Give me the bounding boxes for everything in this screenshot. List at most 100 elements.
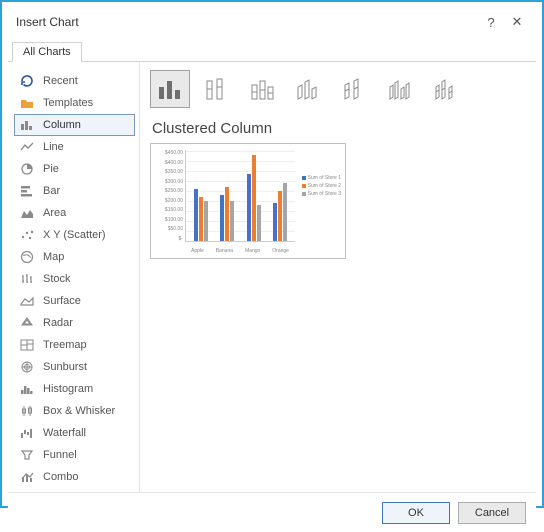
subtype-icon: [293, 75, 323, 103]
sidebar-item-combo[interactable]: Combo: [14, 466, 135, 488]
sidebar-item-label: Bar: [43, 185, 60, 197]
close-button[interactable]: ✕: [504, 14, 530, 30]
subtype-1[interactable]: [196, 70, 236, 108]
chart-preview[interactable]: $450.00$400.00$350.00$300.00$250.00$200.…: [150, 143, 346, 259]
sidebar-item-treemap[interactable]: Treemap: [14, 334, 135, 356]
ytick-label: $450.00: [155, 150, 183, 156]
subtype-icon: [385, 75, 415, 103]
sidebar-item-map[interactable]: Map: [14, 246, 135, 268]
help-button[interactable]: ?: [478, 15, 504, 30]
ytick-label: $250.00: [155, 188, 183, 194]
tab-all-charts[interactable]: All Charts: [12, 42, 82, 62]
sidebar-item-templates[interactable]: Templates: [14, 92, 135, 114]
bar: [252, 155, 256, 241]
bar: [257, 205, 261, 241]
sidebar-item-stock[interactable]: Stock: [14, 268, 135, 290]
area-icon: [19, 205, 35, 221]
funnel-icon: [19, 447, 35, 463]
sidebar-item-label: Surface: [43, 295, 81, 307]
sidebar-item-area[interactable]: Area: [14, 202, 135, 224]
sidebar-item-boxwhisker[interactable]: Box & Whisker: [14, 400, 135, 422]
sidebar-item-sunburst[interactable]: Sunburst: [14, 356, 135, 378]
subtype-icon: [247, 75, 277, 103]
subtype-4[interactable]: [334, 70, 374, 108]
sidebar-item-xy[interactable]: X Y (Scatter): [14, 224, 135, 246]
bar: [199, 197, 203, 241]
bar: [278, 191, 282, 241]
bar: [225, 187, 229, 241]
cancel-button[interactable]: Cancel: [458, 502, 526, 524]
sidebar-item-pie[interactable]: Pie: [14, 158, 135, 180]
subtype-6[interactable]: [426, 70, 466, 108]
sidebar-item-label: Box & Whisker: [43, 405, 115, 417]
ytick-label: $150.00: [155, 207, 183, 213]
column-icon: [19, 117, 35, 133]
bar: [230, 201, 234, 241]
sidebar-item-label: X Y (Scatter): [43, 229, 106, 241]
dialog-frame: Insert Chart ? ✕ All Charts RecentTempla…: [0, 0, 544, 508]
sidebar-item-funnel[interactable]: Funnel: [14, 444, 135, 466]
preview-yaxis: $450.00$400.00$350.00$300.00$250.00$200.…: [155, 150, 183, 242]
sidebar-item-label: Line: [43, 141, 64, 153]
sidebar-item-label: Column: [43, 119, 81, 131]
subtype-2[interactable]: [242, 70, 282, 108]
sidebar-item-label: Pie: [43, 163, 59, 175]
preview-xaxis: AppleBananaMangoOrange: [185, 248, 295, 254]
treemap-icon: [19, 337, 35, 353]
radar-icon: [19, 315, 35, 331]
sidebar-item-recent[interactable]: Recent: [14, 70, 135, 92]
sidebar-item-label: Radar: [43, 317, 73, 329]
sidebar-item-label: Combo: [43, 471, 78, 483]
ytick-label: $400.00: [155, 160, 183, 166]
sidebar-item-waterfall[interactable]: Waterfall: [14, 422, 135, 444]
ytick-label: $350.00: [155, 169, 183, 175]
subtype-icon: [155, 75, 185, 103]
bar-icon: [19, 183, 35, 199]
sidebar-item-label: Stock: [43, 273, 71, 285]
sidebar-item-label: Funnel: [43, 449, 77, 461]
chart-type-sidebar: Recent Templates Column Line Pie Bar Area X Y (…: [8, 62, 140, 492]
sidebar-item-label: Templates: [43, 97, 93, 109]
waterfall-icon: [19, 425, 35, 441]
templates-icon: [19, 95, 35, 111]
bar-group: [273, 183, 287, 241]
surface-icon: [19, 293, 35, 309]
sidebar-item-radar[interactable]: Radar: [14, 312, 135, 334]
box-icon: [19, 403, 35, 419]
ytick-label: $300.00: [155, 179, 183, 185]
map-icon: [19, 249, 35, 265]
legend-item: Sum of Store 2: [302, 182, 341, 190]
legend-swatch: [302, 176, 306, 180]
sidebar-item-line[interactable]: Line: [14, 136, 135, 158]
sidebar-item-column[interactable]: Column: [14, 114, 135, 136]
ok-button[interactable]: OK: [382, 502, 450, 524]
subtype-3[interactable]: [288, 70, 328, 108]
scatter-icon: [19, 227, 35, 243]
bar: [220, 195, 224, 241]
bar: [247, 174, 251, 241]
legend-label: Sum of Store 1: [308, 174, 341, 182]
sidebar-item-histogram[interactable]: Histogram: [14, 378, 135, 400]
dialog-body: Recent Templates Column Line Pie Bar Area X Y (…: [8, 62, 536, 492]
subtype-0[interactable]: [150, 70, 190, 108]
ytick-label: $50.00: [155, 226, 183, 232]
legend-label: Sum of Store 2: [308, 182, 341, 190]
legend-label: Sum of Store 3: [308, 190, 341, 198]
subtype-icon: [431, 75, 461, 103]
subtype-row: [150, 70, 528, 108]
bar-group: [220, 187, 234, 241]
preview-plot: [185, 150, 295, 242]
xtick-label: Mango: [245, 248, 260, 254]
sidebar-item-label: Recent: [43, 75, 78, 87]
subtype-5[interactable]: [380, 70, 420, 108]
preview-title: Clustered Column: [152, 120, 528, 137]
sidebar-item-label: Waterfall: [43, 427, 86, 439]
xtick-label: Banana: [216, 248, 233, 254]
subtype-icon: [339, 75, 369, 103]
legend-item: Sum of Store 3: [302, 190, 341, 198]
sidebar-item-bar[interactable]: Bar: [14, 180, 135, 202]
sidebar-item-label: Map: [43, 251, 64, 263]
sidebar-item-surface[interactable]: Surface: [14, 290, 135, 312]
bar-group: [247, 155, 261, 241]
sunburst-icon: [19, 359, 35, 375]
